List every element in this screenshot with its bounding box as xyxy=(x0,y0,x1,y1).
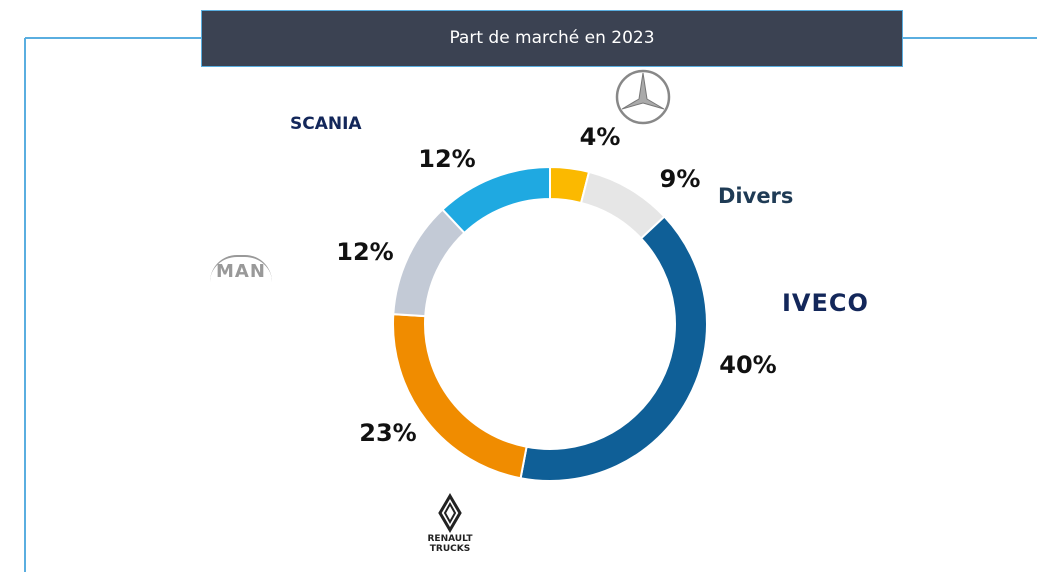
renault-logo xyxy=(438,493,462,533)
category-label: Divers xyxy=(718,184,794,208)
value-label: 40% xyxy=(719,351,776,379)
donut-segment xyxy=(441,165,551,235)
category-label: RENAULT TRUCKS xyxy=(427,534,473,554)
value-label: 23% xyxy=(359,419,416,447)
donut-segment xyxy=(392,208,466,318)
value-label: 12% xyxy=(336,238,393,266)
mercedes-logo xyxy=(615,69,671,125)
value-label: 12% xyxy=(418,145,475,173)
category-label: MAN xyxy=(210,255,272,282)
value-label: 9% xyxy=(660,165,701,193)
chart-title: Part de marché en 2023 xyxy=(201,10,903,67)
category-label: IVECO xyxy=(782,289,869,317)
value-label: 4% xyxy=(580,123,621,151)
donut-segment xyxy=(392,313,528,480)
donut-segment xyxy=(519,215,708,482)
category-label: SCANIA xyxy=(290,114,362,134)
